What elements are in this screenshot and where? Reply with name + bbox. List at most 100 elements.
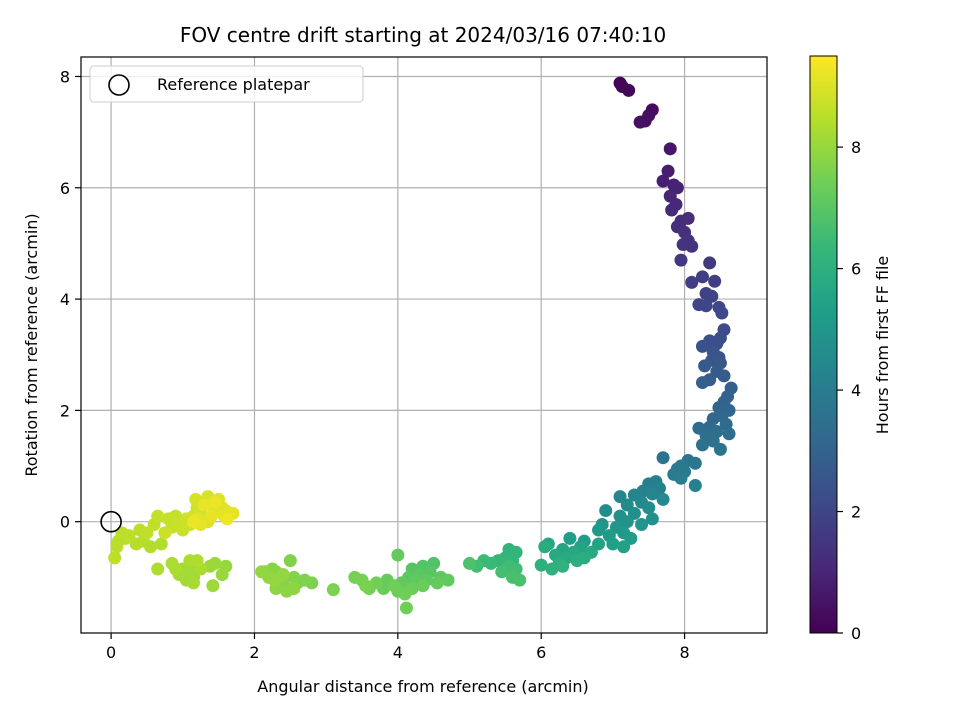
data-point	[268, 573, 282, 587]
data-point	[283, 554, 297, 568]
data-point	[495, 565, 509, 579]
y-axis-label: Rotation from reference (arcmin)	[22, 213, 41, 476]
data-point	[685, 239, 699, 253]
y-tick-label: 2	[60, 401, 70, 420]
data-point	[158, 526, 172, 540]
legend: Reference platepar	[89, 65, 364, 103]
y-axis-ticks: 0 2 4 6 8	[60, 67, 81, 532]
legend-marker	[108, 74, 130, 96]
data-point	[705, 289, 719, 303]
data-point	[215, 568, 229, 582]
x-axis-ticks: 0 2 4 6 8	[106, 633, 690, 662]
data-point	[416, 579, 430, 593]
y-tick-label: 0	[60, 513, 70, 532]
data-point	[208, 495, 222, 509]
data-point	[359, 579, 373, 593]
data-point	[255, 565, 269, 579]
reference-marker	[100, 510, 122, 533]
data-point	[703, 256, 717, 270]
data-point	[187, 576, 201, 590]
data-point	[398, 587, 412, 601]
data-point	[708, 274, 722, 288]
data-point	[699, 299, 713, 313]
legend-label: Reference platepar	[157, 75, 310, 94]
data-point	[717, 369, 731, 383]
data-point	[348, 570, 362, 584]
data-point	[695, 339, 709, 353]
data-point	[674, 253, 688, 267]
data-point	[326, 583, 340, 597]
data-point	[545, 562, 559, 576]
chart-title: FOV centre drift starting at 2024/03/16 …	[180, 23, 666, 47]
data-point	[187, 515, 201, 529]
data-point	[110, 540, 124, 554]
data-point	[599, 504, 613, 518]
data-point	[513, 573, 527, 587]
data-point	[606, 537, 620, 551]
data-point	[463, 556, 477, 570]
data-point	[122, 529, 136, 543]
data-point	[698, 359, 712, 373]
data-point	[399, 601, 413, 615]
colorbar-tick-label: 8	[851, 138, 861, 157]
data-point	[622, 83, 636, 97]
plot-frame	[80, 56, 768, 634]
data-point	[441, 573, 455, 587]
x-tick-label: 0	[106, 643, 116, 662]
data-point	[620, 515, 634, 529]
data-point	[656, 451, 670, 465]
data-point	[695, 438, 709, 452]
data-point	[165, 556, 179, 570]
data-point	[190, 554, 204, 568]
data-point	[287, 581, 301, 595]
data-point	[538, 540, 552, 554]
y-tick-label: 8	[60, 67, 70, 86]
data-point	[108, 551, 122, 565]
data-point	[722, 427, 736, 441]
data-point	[570, 554, 584, 568]
legend-box	[89, 65, 364, 103]
data-point	[688, 479, 702, 493]
data-point	[645, 487, 659, 501]
x-tick-label: 6	[536, 643, 546, 662]
data-point	[685, 275, 699, 289]
colorbar	[810, 56, 837, 633]
data-point	[534, 558, 548, 572]
colorbar-label: Hours from first FF file	[873, 256, 892, 435]
data-point	[713, 442, 727, 456]
data-point	[661, 164, 675, 178]
data-point	[563, 531, 577, 545]
data-point	[715, 306, 729, 320]
data-point	[151, 509, 165, 523]
colorbar-tick-label: 6	[851, 260, 861, 279]
x-tick-label: 4	[393, 643, 403, 662]
grid-lines	[81, 57, 767, 633]
data-point	[592, 523, 606, 537]
y-tick-label: 4	[60, 290, 70, 309]
x-tick-label: 8	[679, 643, 689, 662]
data-point	[204, 509, 218, 523]
data-point	[665, 203, 679, 217]
colorbar-ticks: 0 2 4 6 8	[837, 138, 861, 643]
colorbar-tick-label: 0	[851, 624, 861, 643]
data-point	[556, 559, 570, 573]
x-axis-label: Angular distance from reference (arcmin)	[257, 677, 588, 696]
data-point	[681, 211, 695, 225]
data-point	[617, 540, 631, 554]
data-point	[206, 579, 220, 593]
data-point	[151, 562, 165, 576]
data-point	[430, 576, 444, 590]
colorbar-frame	[809, 55, 838, 634]
data-point	[220, 512, 234, 526]
colorbar-tick-label: 4	[851, 381, 861, 400]
x-tick-label: 2	[249, 643, 259, 662]
data-point	[633, 115, 647, 129]
scatter-points	[108, 76, 738, 615]
data-point	[635, 517, 649, 531]
data-point	[695, 270, 709, 284]
data-point	[663, 142, 677, 156]
data-point	[387, 579, 401, 593]
data-point	[688, 456, 702, 470]
colorbar-tick-label: 2	[851, 503, 861, 522]
data-point	[656, 174, 670, 188]
